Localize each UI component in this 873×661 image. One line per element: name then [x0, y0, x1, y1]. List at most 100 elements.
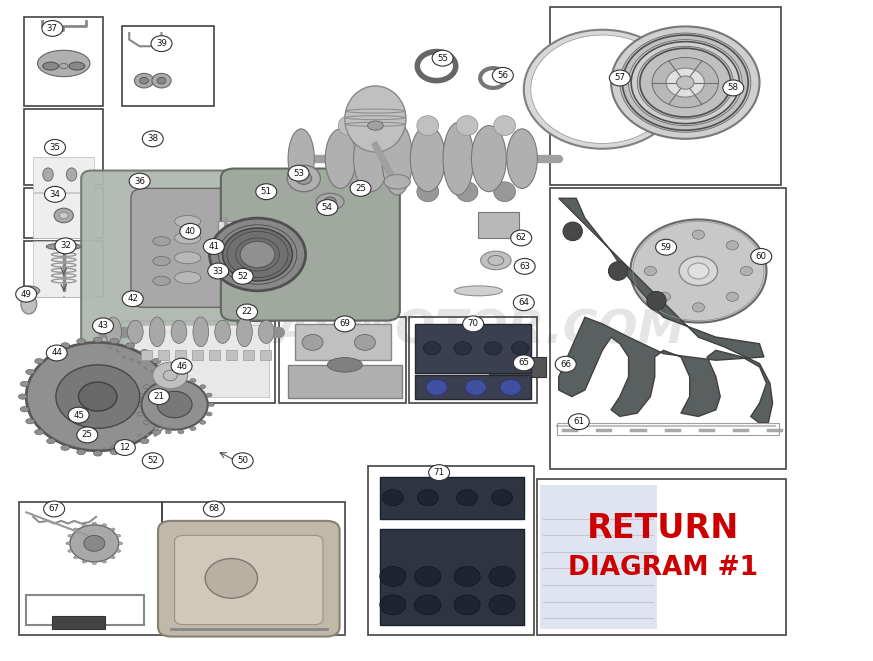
- Text: 52: 52: [148, 456, 158, 465]
- Ellipse shape: [456, 116, 478, 136]
- Ellipse shape: [43, 62, 58, 70]
- Ellipse shape: [161, 369, 169, 375]
- Text: 36: 36: [134, 176, 145, 186]
- Circle shape: [740, 266, 753, 276]
- Text: 71: 71: [434, 468, 444, 477]
- Ellipse shape: [66, 542, 70, 545]
- Ellipse shape: [118, 542, 122, 545]
- Circle shape: [157, 391, 192, 418]
- FancyBboxPatch shape: [158, 521, 340, 637]
- Ellipse shape: [168, 394, 177, 399]
- Text: 32: 32: [60, 241, 71, 251]
- Ellipse shape: [102, 524, 107, 526]
- FancyBboxPatch shape: [33, 193, 94, 238]
- Text: 59: 59: [661, 243, 671, 252]
- Text: 44: 44: [52, 348, 62, 358]
- Ellipse shape: [134, 403, 141, 407]
- Ellipse shape: [111, 528, 115, 531]
- Ellipse shape: [141, 350, 149, 355]
- Ellipse shape: [608, 262, 628, 280]
- Circle shape: [658, 241, 670, 250]
- Text: 45: 45: [73, 410, 84, 420]
- Ellipse shape: [161, 418, 169, 424]
- Circle shape: [46, 345, 67, 361]
- Ellipse shape: [59, 63, 68, 69]
- Circle shape: [568, 414, 589, 430]
- Circle shape: [531, 35, 674, 143]
- Ellipse shape: [102, 561, 107, 563]
- Ellipse shape: [165, 430, 171, 434]
- Circle shape: [203, 501, 224, 517]
- Polygon shape: [559, 198, 773, 423]
- Ellipse shape: [493, 116, 515, 136]
- Circle shape: [629, 40, 742, 126]
- Circle shape: [463, 316, 484, 332]
- Ellipse shape: [416, 182, 438, 202]
- Circle shape: [692, 303, 705, 312]
- Text: 40: 40: [185, 227, 196, 236]
- Ellipse shape: [141, 438, 149, 444]
- Ellipse shape: [35, 358, 44, 364]
- Ellipse shape: [82, 524, 86, 526]
- Circle shape: [84, 535, 105, 551]
- Ellipse shape: [327, 358, 362, 372]
- Circle shape: [415, 595, 441, 615]
- Text: 25: 25: [355, 184, 366, 193]
- Circle shape: [423, 342, 441, 355]
- Ellipse shape: [647, 292, 666, 310]
- FancyBboxPatch shape: [192, 350, 203, 360]
- Circle shape: [611, 26, 760, 139]
- Circle shape: [122, 291, 143, 307]
- FancyBboxPatch shape: [260, 350, 271, 360]
- Circle shape: [500, 379, 521, 395]
- Ellipse shape: [193, 317, 209, 346]
- Circle shape: [232, 268, 253, 284]
- Circle shape: [426, 379, 447, 395]
- Ellipse shape: [116, 549, 120, 552]
- Ellipse shape: [110, 338, 119, 344]
- FancyBboxPatch shape: [415, 375, 531, 399]
- Ellipse shape: [68, 535, 72, 537]
- Circle shape: [524, 30, 681, 149]
- Text: 67: 67: [49, 504, 59, 514]
- Ellipse shape: [190, 426, 196, 430]
- Circle shape: [44, 501, 65, 517]
- Circle shape: [151, 36, 172, 52]
- Circle shape: [56, 365, 140, 428]
- Ellipse shape: [38, 50, 90, 77]
- Circle shape: [489, 595, 515, 615]
- Ellipse shape: [471, 126, 506, 192]
- Ellipse shape: [167, 407, 175, 412]
- Circle shape: [317, 200, 338, 215]
- Circle shape: [656, 239, 677, 255]
- Circle shape: [465, 379, 486, 395]
- Circle shape: [723, 80, 744, 96]
- Circle shape: [492, 67, 513, 83]
- Circle shape: [68, 407, 89, 423]
- Ellipse shape: [61, 445, 70, 450]
- Circle shape: [334, 316, 355, 332]
- Ellipse shape: [200, 420, 206, 424]
- Text: 25: 25: [82, 430, 93, 440]
- Circle shape: [93, 318, 113, 334]
- Circle shape: [141, 379, 208, 430]
- Ellipse shape: [111, 556, 115, 559]
- Circle shape: [485, 342, 502, 355]
- Ellipse shape: [137, 393, 143, 397]
- Text: RETURN: RETURN: [588, 512, 739, 545]
- Circle shape: [679, 256, 718, 286]
- Circle shape: [114, 440, 135, 455]
- Ellipse shape: [455, 286, 503, 295]
- Text: 43: 43: [98, 321, 108, 330]
- Ellipse shape: [93, 337, 102, 342]
- Ellipse shape: [157, 77, 166, 84]
- Ellipse shape: [46, 350, 55, 355]
- Ellipse shape: [134, 73, 154, 88]
- Circle shape: [77, 427, 98, 443]
- FancyBboxPatch shape: [210, 350, 220, 360]
- Ellipse shape: [316, 193, 344, 210]
- Text: 21: 21: [154, 392, 164, 401]
- FancyBboxPatch shape: [131, 188, 253, 307]
- FancyBboxPatch shape: [380, 529, 524, 625]
- Ellipse shape: [200, 385, 206, 389]
